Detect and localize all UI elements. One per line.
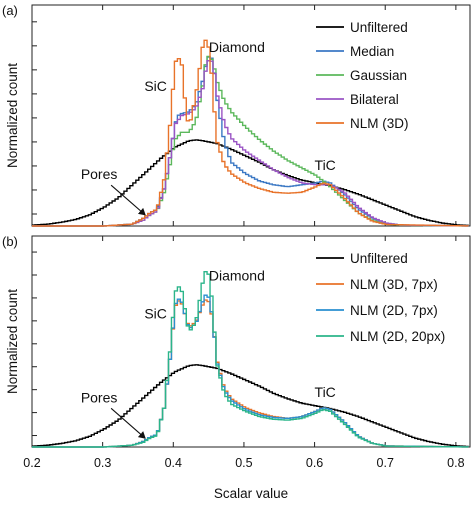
x-tick-label: 0.4 xyxy=(165,456,182,470)
x-tick-label: 0.7 xyxy=(377,456,394,470)
legend-entry: NLM (2D, 20px) xyxy=(350,329,445,344)
legend-entry: NLM (2D, 7px) xyxy=(350,303,438,318)
legend-entry: NLM (3D) xyxy=(350,116,409,131)
x-tick-label: 0.8 xyxy=(447,456,464,470)
legend-entry: Unfiltered xyxy=(350,251,408,266)
legend-entry: NLM (3D, 7px) xyxy=(350,277,438,292)
panel-label: (a) xyxy=(2,3,18,18)
annotation-diamond: Diamond xyxy=(209,268,265,284)
y-axis-title: Normalized count xyxy=(5,289,20,394)
series-line-bilateral xyxy=(32,60,469,227)
series-line-nlm-3d xyxy=(32,39,469,227)
y-axis-title: Normalized count xyxy=(5,63,20,168)
series-line-unfiltered xyxy=(32,364,469,448)
x-tick-label: 0.3 xyxy=(94,456,111,470)
legend-entry: Unfiltered xyxy=(350,20,408,35)
series-line-unfiltered xyxy=(32,139,469,227)
panel-b xyxy=(31,235,471,448)
pores-arrow xyxy=(110,184,146,216)
annotation-sic: SiC xyxy=(144,305,167,321)
legend-entry: Gaussian xyxy=(350,68,407,83)
pores-arrow xyxy=(110,407,146,439)
x-axis-title: Scalar value xyxy=(214,486,288,501)
annotation-pores: Pores xyxy=(81,389,118,405)
plot-frame xyxy=(31,4,471,227)
x-tick-label: 0.5 xyxy=(235,456,252,470)
x-tick-label: 0.6 xyxy=(306,456,323,470)
annotation-diamond: Diamond xyxy=(209,39,265,55)
annotation-tic: TiC xyxy=(315,384,336,400)
annotation-tic: TiC xyxy=(315,157,336,173)
legend-entry: Median xyxy=(350,44,394,59)
panel-a xyxy=(31,4,471,227)
annotation-sic: SiC xyxy=(144,78,167,94)
x-tick-label: 0.2 xyxy=(23,456,40,470)
legend-entry: Bilateral xyxy=(350,92,399,107)
series-line-nlm-3d-7px xyxy=(32,299,469,448)
series-line-nlm-2d-20px xyxy=(32,270,469,448)
plot-frame xyxy=(31,235,471,448)
panel-label: (b) xyxy=(2,234,18,249)
annotation-pores: Pores xyxy=(81,166,118,182)
